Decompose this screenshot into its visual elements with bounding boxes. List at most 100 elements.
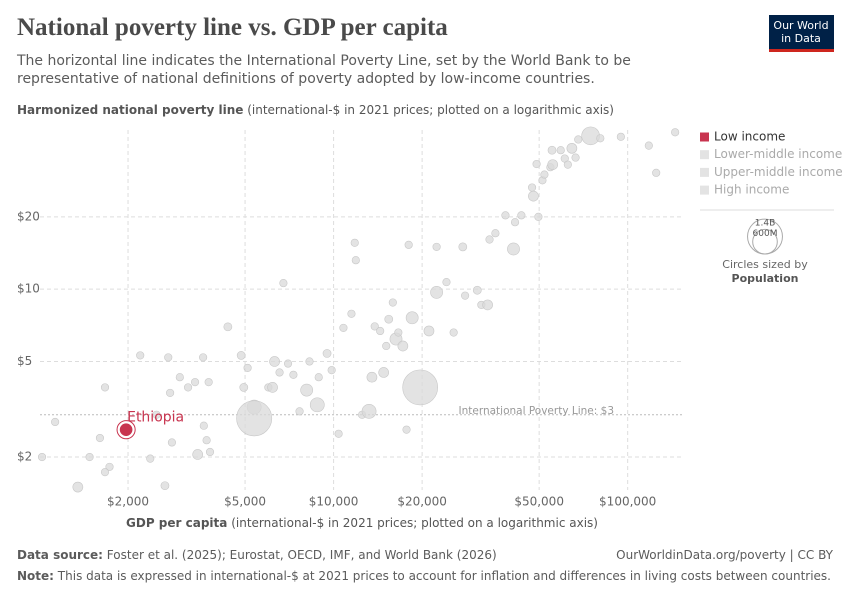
x-tick-label: $100,000 (599, 495, 656, 509)
point (534, 212, 543, 221)
point (199, 353, 208, 362)
point (239, 383, 249, 392)
point (532, 159, 541, 169)
point (366, 371, 378, 383)
point (275, 368, 284, 377)
point (72, 481, 84, 493)
point (283, 359, 293, 368)
size-legend-circle (752, 228, 778, 255)
point (267, 382, 278, 393)
point (279, 279, 288, 288)
point (430, 285, 443, 299)
point (405, 311, 419, 325)
legend-swatch (700, 150, 709, 160)
legend-swatch (700, 167, 709, 177)
point (85, 452, 94, 462)
size-legend-title: Circles sized by (722, 258, 808, 271)
point (314, 373, 323, 382)
point (166, 388, 175, 397)
source-text: Foster et al. (2025); Eurostat, OECD, IM… (106, 548, 497, 562)
point (190, 378, 200, 387)
x-axis-title-note: (international-$ in 2021 prices; plotted… (231, 516, 598, 530)
point (339, 323, 348, 332)
logo-box[interactable] (769, 15, 834, 52)
point (556, 146, 565, 155)
point (402, 425, 411, 434)
point (100, 468, 110, 477)
point (322, 349, 332, 358)
legend-label: Low income (714, 130, 785, 144)
url[interactable]: OurWorldinData.org/poverty | CC BY (616, 548, 833, 562)
legend-swatch (700, 132, 709, 142)
note-label: Note: (17, 569, 54, 583)
point (204, 378, 213, 387)
point (402, 369, 439, 406)
point (236, 400, 273, 437)
point (199, 421, 208, 430)
point (105, 462, 114, 471)
size-legend-variable: Population (732, 272, 799, 285)
highlight-label: Ethiopia (127, 410, 184, 426)
point (236, 351, 246, 360)
point (491, 229, 500, 238)
logo-text: Our World (773, 19, 828, 32)
point (404, 240, 413, 249)
point (376, 326, 385, 336)
point (382, 341, 391, 351)
point (192, 449, 204, 460)
highlight-ring (116, 420, 136, 440)
point (243, 363, 252, 372)
point (269, 356, 280, 367)
point (423, 325, 435, 337)
size-legend-label: 1.4B (755, 219, 776, 229)
point (223, 322, 233, 332)
y-axis-title-main: Harmonized national poverty line (17, 103, 243, 117)
point (472, 285, 482, 295)
point (596, 134, 605, 143)
point (351, 256, 360, 265)
point (540, 170, 549, 179)
source: Data source: Foster et al. (2025); Euros… (17, 548, 497, 562)
point (167, 438, 176, 447)
point (334, 429, 343, 438)
logo-bar (769, 49, 834, 52)
legend-label: High income (714, 183, 789, 197)
x-tick-label: $5,000 (224, 495, 266, 509)
x-tick-label: $50,000 (514, 495, 564, 509)
point (100, 383, 110, 392)
y-axis-title-note: (international-$ in 2021 prices; plotted… (247, 103, 614, 117)
point (574, 135, 583, 144)
point (152, 410, 161, 419)
point (95, 433, 105, 443)
note-text: This data is expressed in international-… (57, 569, 831, 583)
point (164, 353, 173, 362)
note: Note: This data is expressed in internat… (17, 569, 831, 583)
source-label: Data source: (17, 548, 103, 562)
point (571, 153, 580, 162)
x-axis-title: GDP per capita (international-$ in 2021 … (126, 516, 598, 530)
point (528, 190, 539, 202)
y-axis-title: Harmonized national poverty line (intern… (17, 103, 614, 117)
point (327, 366, 336, 375)
point (136, 351, 145, 360)
point (501, 211, 510, 220)
point (461, 291, 470, 300)
point (160, 481, 170, 491)
point (175, 373, 184, 382)
point (37, 452, 47, 462)
y-tick-label: $10 (17, 282, 40, 296)
point (205, 447, 215, 457)
point (432, 242, 441, 251)
highlight-point (118, 421, 134, 438)
point (652, 168, 661, 177)
y-tick-label: $2 (17, 450, 32, 464)
point (458, 242, 468, 252)
y-tick-label: $20 (17, 209, 40, 223)
point (563, 160, 572, 169)
point (510, 218, 520, 227)
point (616, 132, 625, 141)
x-axis-title-main: GDP per capita (126, 516, 227, 530)
point (449, 328, 458, 337)
point (384, 314, 394, 324)
